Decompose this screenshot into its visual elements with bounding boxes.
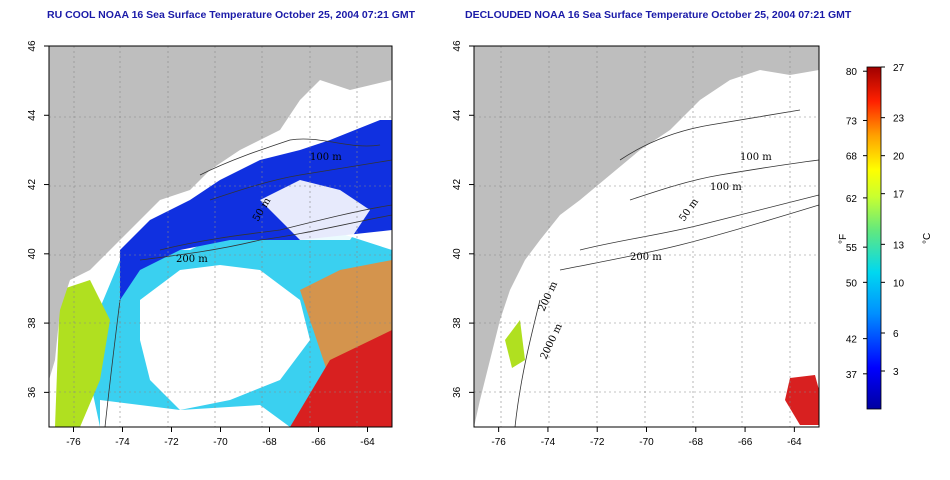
fahrenheit-tick-label: 68 — [846, 152, 858, 163]
fahrenheit-tick-label: 42 — [846, 335, 858, 346]
fahrenheit-label: °F — [838, 234, 849, 244]
x-tick-label: -66 — [738, 437, 753, 448]
celsius-tick-label: 23 — [893, 114, 905, 125]
map-body-left: 100 m 50 m 200 m — [49, 46, 392, 427]
contour-label-200m-a: 200 m — [630, 252, 662, 263]
sst-field-yellow-coastal — [55, 280, 110, 427]
y-tick-label: 36 — [27, 386, 38, 398]
contour-label-200m: 200 m — [176, 254, 208, 265]
fahrenheit-tick-label: 62 — [846, 194, 858, 205]
bathymetry-contours-left — [104, 138, 392, 427]
x-tick-label: -72 — [590, 437, 605, 448]
axis-ticks: -76 -74 -72 -70 -68 -66 -64 36 38 40 42 44 46 -76 -74 -… — [27, 40, 802, 448]
fahrenheit-tick-label: 73 — [846, 116, 858, 127]
y-tick-label: 44 — [27, 109, 38, 121]
celsius-tick-label: 20 — [893, 152, 905, 163]
cloud-mask-center — [140, 265, 310, 410]
y-tick-label: 38 — [27, 317, 38, 329]
y-tick-label: 42 — [452, 179, 463, 191]
y-tick-label: 44 — [452, 109, 463, 121]
y-tick-label: 40 — [27, 248, 38, 260]
x-tick-label: -68 — [689, 437, 704, 448]
colorbar-gradient — [866, 66, 882, 410]
celsius-tick-label: 27 — [893, 63, 905, 74]
celsius-tick-label: 13 — [893, 240, 905, 251]
celsius-tick-label: 3 — [893, 367, 899, 378]
x-tick-label: -76 — [66, 437, 81, 448]
x-tick-label: -64 — [360, 437, 375, 448]
celsius-tick-label: 10 — [893, 278, 905, 289]
y-tick-label: 42 — [27, 179, 38, 191]
y-tick-label: 40 — [452, 248, 463, 260]
y-tick-label: 38 — [452, 317, 463, 329]
x-tick-label: -70 — [639, 437, 654, 448]
x-tick-label: -64 — [787, 437, 802, 448]
panel-title-right: DECLOUDED NOAA 16 Sea Surface Temperatur… — [465, 9, 852, 21]
land-mass-right — [474, 46, 819, 427]
x-tick-label: -66 — [311, 437, 326, 448]
sst-field-cold-shelf — [120, 120, 392, 300]
celsius-label: °C — [922, 233, 933, 244]
colorbar-ticks: 27 23 20 17 13 10 6 3 80 73 68 62 55 50 42 37 — [846, 63, 905, 381]
x-tick-label: -72 — [164, 437, 179, 448]
x-tick-label: -70 — [213, 437, 228, 448]
y-tick-label: 46 — [27, 40, 38, 52]
contour-label-100m-lower: 100 m — [710, 182, 742, 193]
fahrenheit-tick-label: 55 — [846, 243, 858, 254]
land-mass-left — [49, 46, 392, 380]
sst-field-hot-right — [785, 375, 819, 425]
x-tick-label: -74 — [541, 437, 556, 448]
fahrenheit-tick-label: 37 — [846, 370, 858, 381]
fahrenheit-tick-label: 80 — [846, 67, 858, 78]
sst-field-hot-gulfstream — [290, 330, 392, 427]
contour-label-100m-a: 100 m — [310, 152, 342, 163]
y-tick-label: 46 — [452, 40, 463, 52]
bathymetry-contours-right — [514, 109, 819, 427]
map-body-right: 100 m 100 m 50 m 200 m 200 m 2000 m — [474, 46, 819, 427]
celsius-tick-label: 17 — [893, 190, 905, 201]
map-grid-left — [49, 46, 392, 427]
contour-label-100m-upper: 100 m — [740, 152, 772, 163]
fahrenheit-tick-label: 50 — [846, 278, 858, 289]
celsius-tick-label: 6 — [893, 329, 899, 340]
y-tick-label: 36 — [452, 386, 463, 398]
x-tick-label: -74 — [115, 437, 130, 448]
cloud-mask-south — [100, 400, 290, 427]
panel-title-left: RU COOL NOAA 16 Sea Surface Temperature … — [47, 9, 416, 21]
sst-field-yellow-right — [505, 320, 525, 368]
x-tick-label: -76 — [491, 437, 506, 448]
map-grid-right — [474, 46, 819, 427]
x-tick-label: -68 — [262, 437, 277, 448]
